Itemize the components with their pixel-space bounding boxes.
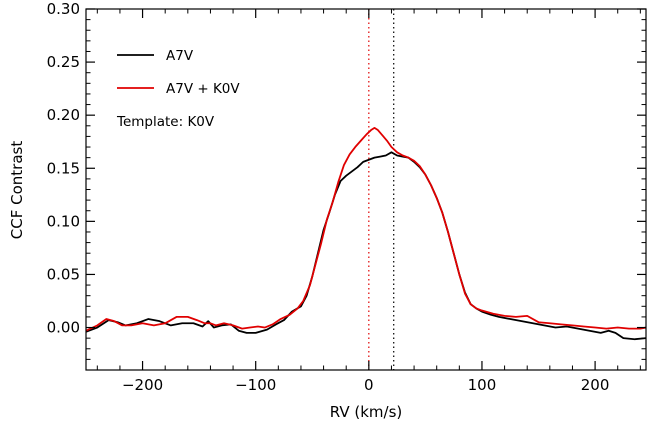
y-axis-title: CCF Contrast: [8, 141, 26, 240]
tick-labels: −200 −100 0 100 200 0.00 0.05 0.10 0.15 0.20 0.25 0…: [47, 0, 610, 394]
series-layer: [86, 127, 646, 341]
y-tick-label: 0.20: [47, 106, 80, 124]
legend-label-a7v: A7V: [166, 48, 194, 64]
y-tick-label: 0.10: [47, 212, 80, 230]
x-tick-label: −100: [235, 376, 276, 394]
legend-label-a7v-k0v: A7V + K0V: [166, 81, 240, 97]
x-tick-label: −200: [122, 376, 163, 394]
legend: A7V A7V + K0V Template: K0V: [116, 48, 240, 130]
series-line-0: [86, 151, 646, 341]
x-tick-label: 100: [468, 376, 497, 394]
axis-ticks: [86, 8, 646, 370]
y-tick-label: 0.00: [47, 319, 80, 337]
y-tick-label: 0.15: [47, 159, 80, 177]
x-axis-title: RV (km/s): [330, 403, 403, 421]
series-line-1: [86, 127, 646, 332]
y-tick-label: 0.25: [47, 53, 80, 71]
x-tick-label: 0: [364, 376, 374, 394]
reference-lines: [368, 9, 395, 370]
y-tick-label: 0.30: [47, 0, 80, 18]
x-tick-label: 200: [581, 376, 610, 394]
template-annotation: Template: K0V: [116, 114, 215, 130]
y-tick-label: 0.05: [47, 265, 80, 283]
